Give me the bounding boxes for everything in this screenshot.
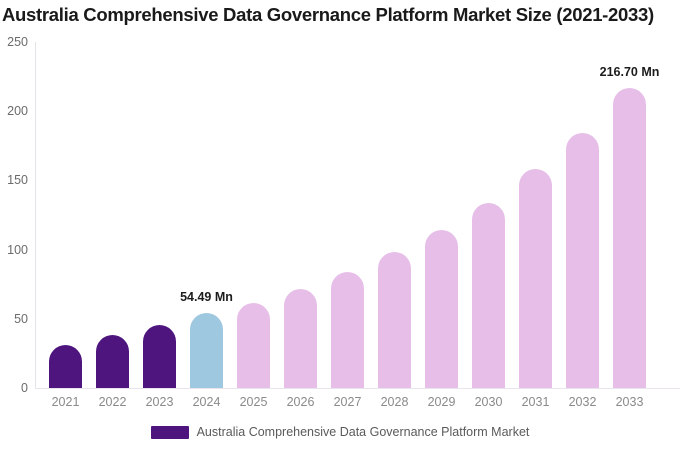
- bar-2025[interactable]: [237, 302, 270, 388]
- bar-slot: [559, 42, 606, 388]
- bar-2032[interactable]: [566, 133, 599, 388]
- bar-2031[interactable]: [519, 169, 552, 388]
- bar-slot: [230, 42, 277, 388]
- bar-value-label-2024: 54.49 Mn: [180, 289, 233, 304]
- x-axis-tick-2021: 2021: [51, 395, 80, 409]
- y-axis-line: [35, 42, 36, 388]
- y-axis-tick-100: 100: [7, 242, 28, 257]
- bar-2033[interactable]: [613, 88, 646, 388]
- bar-value-label-2033: 216.70 Mn: [599, 65, 660, 80]
- bar-slot: [89, 42, 136, 388]
- plot-area: 0 50 100 150 200 250 54.49 Mn 216.70 Mn 2021 20…: [7, 35, 680, 409]
- y-axis-tick-200: 200: [7, 104, 28, 119]
- x-axis-tick-2025: 2025: [239, 395, 268, 409]
- bar-2026[interactable]: [284, 289, 317, 388]
- bar-slot: [277, 42, 324, 388]
- x-axis-tick-2022: 2022: [98, 395, 127, 409]
- bar-slot: 54.49 Mn: [180, 42, 233, 388]
- bar-2027[interactable]: [331, 271, 364, 388]
- y-axis-tick-150: 150: [7, 173, 28, 188]
- bar-2028[interactable]: [378, 252, 411, 388]
- y-axis-tick-0: 0: [21, 381, 28, 395]
- x-axis-tick-2029: 2029: [427, 395, 456, 409]
- legend-swatch-market: [150, 425, 189, 439]
- x-axis-tick-2028: 2028: [380, 395, 409, 409]
- x-axis-tick-2023: 2023: [145, 395, 174, 409]
- y-axis-tick-50: 50: [14, 311, 28, 326]
- bar-2030[interactable]: [472, 202, 505, 388]
- legend-label-market: Australia Comprehensive Data Governance …: [196, 425, 530, 439]
- x-axis-tick-2030: 2030: [474, 395, 503, 409]
- bar-slot: [324, 42, 371, 388]
- x-axis-tick-2031: 2031: [521, 395, 550, 409]
- x-axis-tick-2033: 2033: [615, 395, 644, 409]
- bar-2024[interactable]: [190, 312, 223, 388]
- bar-2023[interactable]: [143, 324, 176, 388]
- bar-slot: [136, 42, 183, 388]
- bar-slot: [418, 42, 465, 388]
- bar-slot: [371, 42, 418, 388]
- bar-2021[interactable]: [49, 345, 82, 388]
- bar-slot: 216.70 Mn: [600, 42, 659, 388]
- bar-slot: [512, 42, 559, 388]
- chart-legend: Australia Comprehensive Data Governance …: [0, 425, 680, 439]
- y-axis-tick-250: 250: [7, 35, 28, 49]
- bar-2022[interactable]: [96, 335, 129, 388]
- x-axis-tick-2026: 2026: [286, 395, 315, 409]
- x-axis-tick-2032: 2032: [568, 395, 597, 409]
- chart-title: Australia Comprehensive Data Governance …: [2, 4, 654, 25]
- bar-2029[interactable]: [425, 229, 458, 388]
- bar-slot: [42, 42, 89, 388]
- x-axis-tick-2027: 2027: [333, 395, 362, 409]
- bar-group: 54.49 Mn 216.70 Mn: [35, 42, 680, 388]
- x-axis-line: [35, 388, 680, 389]
- bar-slot: [465, 42, 512, 388]
- x-axis-tick-2024: 2024: [192, 395, 221, 409]
